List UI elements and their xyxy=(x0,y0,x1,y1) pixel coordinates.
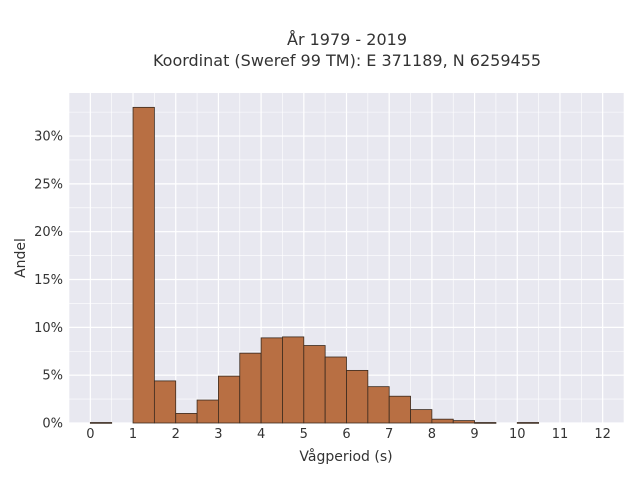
y-tick-label: 25% xyxy=(34,177,63,192)
x-tick-label: 10 xyxy=(509,427,526,442)
histogram-bar xyxy=(260,337,283,424)
x-tick-label: 9 xyxy=(470,427,478,442)
histogram-bar xyxy=(367,386,390,424)
histogram-bar xyxy=(175,413,198,424)
x-tick-label: 11 xyxy=(552,427,569,442)
x-tick-label: 8 xyxy=(428,427,436,442)
grid-lines xyxy=(68,93,625,424)
x-tick-label: 2 xyxy=(172,427,180,442)
histogram-bar xyxy=(239,352,262,424)
x-tick-label: 1 xyxy=(129,427,137,442)
histogram-bar xyxy=(452,420,475,424)
x-tick-label: 4 xyxy=(257,427,265,442)
chart-title-line-2: Koordinat (Sweref 99 TM): E 371189, N 62… xyxy=(153,51,541,70)
y-axis-ticks: 0% 5% 10% 15% 20% 25% 30% xyxy=(34,130,63,432)
histogram-bar xyxy=(346,369,369,424)
x-tick-label: 5 xyxy=(300,427,308,442)
histogram-bar xyxy=(388,395,411,424)
histogram-bar xyxy=(303,345,326,424)
x-axis-label: Vågperiod (s) xyxy=(299,448,392,465)
y-tick-label: 5% xyxy=(42,369,63,384)
chart-title-line-1: År 1979 - 2019 xyxy=(287,30,407,49)
histogram-bar xyxy=(132,106,155,424)
histogram-bar xyxy=(410,409,433,424)
x-axis-ticks: 0 1 2 3 4 5 6 7 8 9 10 11 12 xyxy=(86,427,611,442)
histogram-bar xyxy=(282,336,305,424)
x-tick-label: 0 xyxy=(86,427,94,442)
x-tick-label: 12 xyxy=(594,427,611,442)
histogram-bar xyxy=(474,422,497,424)
y-tick-label: 15% xyxy=(34,273,63,288)
histogram-bar xyxy=(218,375,241,424)
x-tick-label: 7 xyxy=(385,427,393,442)
y-axis-label: Andel xyxy=(13,238,29,278)
x-tick-label: 3 xyxy=(214,427,222,442)
histogram-bar xyxy=(153,380,177,424)
y-tick-label: 20% xyxy=(34,225,63,240)
histogram-bar xyxy=(431,418,454,424)
histogram-bars xyxy=(89,106,540,424)
x-tick-label: 6 xyxy=(342,427,350,442)
y-tick-label: 30% xyxy=(34,130,63,145)
histogram-bar xyxy=(516,422,540,424)
histogram-bar xyxy=(89,422,113,424)
y-tick-label: 0% xyxy=(42,417,63,432)
histogram-bar xyxy=(196,399,219,424)
y-tick-label: 10% xyxy=(34,321,63,336)
histogram-bar xyxy=(324,356,347,424)
